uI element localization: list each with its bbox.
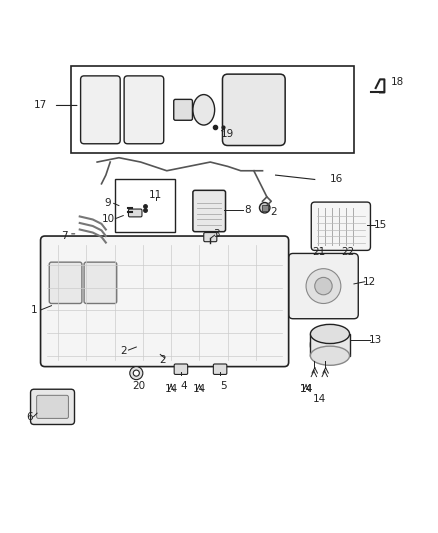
Bar — [71, 66, 354, 154]
Text: 10: 10 — [102, 214, 115, 224]
Text: 20: 20 — [132, 381, 145, 391]
Text: 16: 16 — [330, 174, 343, 184]
FancyBboxPatch shape — [213, 364, 227, 375]
Text: 2: 2 — [270, 207, 277, 217]
FancyBboxPatch shape — [37, 395, 68, 418]
Text: 3: 3 — [213, 229, 220, 239]
Ellipse shape — [317, 332, 343, 358]
Text: 2: 2 — [159, 355, 166, 365]
FancyBboxPatch shape — [289, 254, 358, 319]
FancyBboxPatch shape — [128, 209, 142, 217]
Text: 19: 19 — [221, 129, 234, 139]
Text: 5: 5 — [220, 381, 226, 391]
Text: 17: 17 — [34, 100, 47, 110]
Ellipse shape — [306, 269, 341, 303]
FancyBboxPatch shape — [204, 232, 217, 241]
Text: 15: 15 — [374, 220, 387, 230]
Text: 14: 14 — [300, 384, 313, 394]
FancyBboxPatch shape — [49, 262, 82, 303]
FancyBboxPatch shape — [223, 74, 285, 146]
Text: 8: 8 — [244, 205, 251, 215]
Text: 21: 21 — [312, 247, 326, 257]
Text: 4: 4 — [181, 381, 187, 391]
Text: 14: 14 — [312, 394, 326, 404]
Ellipse shape — [315, 277, 332, 295]
Text: 14: 14 — [300, 384, 313, 394]
FancyBboxPatch shape — [193, 190, 226, 232]
FancyBboxPatch shape — [124, 76, 164, 144]
Ellipse shape — [311, 325, 350, 344]
FancyBboxPatch shape — [311, 202, 371, 251]
Text: 7: 7 — [61, 231, 68, 241]
Text: 12: 12 — [363, 277, 376, 287]
Text: 6: 6 — [26, 411, 33, 422]
Text: 11: 11 — [149, 190, 162, 200]
FancyBboxPatch shape — [174, 364, 187, 375]
FancyBboxPatch shape — [81, 76, 120, 144]
FancyBboxPatch shape — [84, 262, 117, 303]
Text: 2: 2 — [120, 346, 127, 357]
Bar — [311, 334, 350, 356]
Circle shape — [130, 367, 143, 379]
Text: 14: 14 — [165, 384, 178, 394]
Text: 22: 22 — [341, 247, 354, 257]
Text: 13: 13 — [369, 335, 382, 345]
Ellipse shape — [311, 346, 350, 365]
Text: 1: 1 — [31, 305, 37, 315]
Ellipse shape — [311, 325, 350, 365]
Text: 14: 14 — [193, 384, 206, 394]
Text: 9: 9 — [105, 198, 111, 208]
FancyBboxPatch shape — [174, 99, 192, 120]
Ellipse shape — [259, 203, 270, 213]
Ellipse shape — [193, 94, 215, 125]
Circle shape — [133, 370, 139, 376]
FancyBboxPatch shape — [41, 236, 289, 367]
Bar — [115, 180, 176, 232]
FancyBboxPatch shape — [31, 389, 74, 424]
Text: 18: 18 — [391, 77, 404, 86]
